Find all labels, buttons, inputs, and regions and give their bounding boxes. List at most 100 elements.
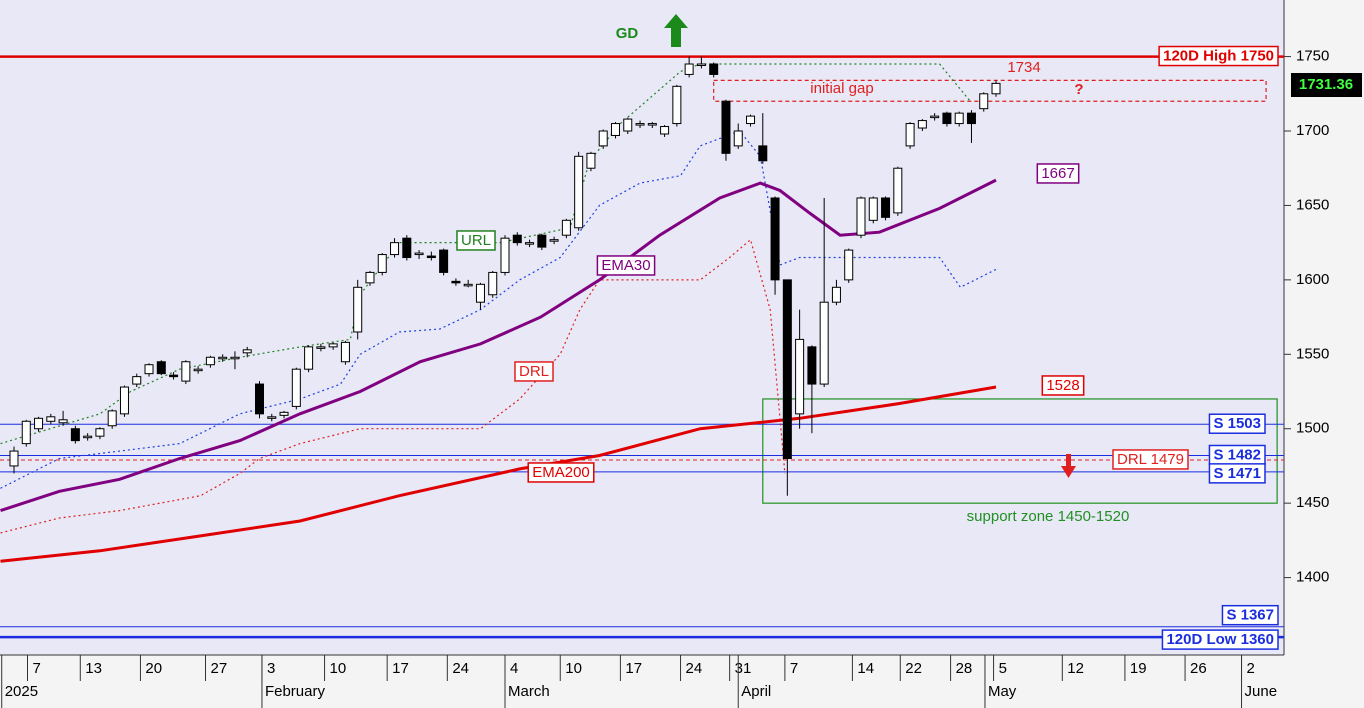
candle-body: [377, 254, 387, 273]
line-end-label-box: [1041, 375, 1085, 396]
candle-body: [696, 63, 706, 67]
candle-body: [402, 237, 412, 259]
candle-body: [966, 112, 976, 125]
candle-body: [831, 286, 841, 303]
high-mark: 1734: [1007, 59, 1040, 76]
candle-body: [660, 126, 670, 135]
down-arrow: [1061, 454, 1076, 478]
level-label: 120D High 1750: [1163, 48, 1274, 65]
level-label-box: [1161, 629, 1279, 650]
y-tick-label: 1400: [1296, 569, 1329, 586]
x-tick-label: 22: [905, 660, 922, 677]
month-label: February: [265, 683, 326, 700]
y-tick-label: 1700: [1296, 122, 1329, 139]
candle-body: [488, 271, 498, 296]
line-name-box: [527, 462, 595, 483]
y-tick-label: 1650: [1296, 196, 1329, 213]
candle-body: [255, 383, 265, 415]
line-end-label-box: [1036, 163, 1080, 184]
x-tick-label: 28: [956, 660, 973, 677]
level-label-box: [1221, 604, 1279, 626]
candle-body: [623, 118, 633, 132]
candle-body: [169, 374, 179, 378]
candle-body: [439, 249, 449, 273]
zone-box: [762, 398, 1278, 504]
candle-body: [525, 242, 535, 245]
line-name: EMA30: [601, 257, 650, 274]
y-tick-label: 1600: [1296, 271, 1329, 288]
y-tick-label: 1500: [1296, 420, 1329, 437]
candle-body: [119, 386, 129, 415]
x-tick-label: 5: [999, 660, 1007, 677]
candle-body: [709, 63, 719, 75]
candle-body: [365, 271, 375, 284]
y-tick-label: 1450: [1296, 494, 1329, 511]
indicator-line: [0, 178, 997, 513]
candle-body: [782, 279, 792, 460]
line-name-box: [456, 230, 496, 251]
candle-body: [304, 346, 314, 370]
x-tick-label: 7: [32, 660, 40, 677]
plot-content: [0, 55, 1284, 639]
x-tick-label: 26: [1190, 660, 1207, 677]
candle-body: [512, 234, 522, 244]
x-tick-label: 10: [330, 660, 347, 677]
x-tick-label: 17: [625, 660, 642, 677]
x-tick-label: 24: [686, 660, 703, 677]
line-name: EMA200: [532, 464, 590, 481]
line-end-label: 1667: [1041, 165, 1074, 182]
line-name-box: [514, 361, 554, 382]
month-label: 2025: [5, 683, 38, 700]
candle-body: [46, 416, 56, 422]
x-tick-label: 19: [1130, 660, 1147, 677]
candle-body: [954, 112, 964, 125]
candle-body: [340, 341, 350, 363]
level-label-box: [1208, 413, 1266, 434]
x-tick-label: 4: [510, 660, 518, 677]
candle-body: [795, 338, 805, 415]
candle-body: [144, 364, 154, 375]
month-label: May: [988, 683, 1017, 700]
candle-body: [770, 197, 780, 281]
signal-arrow: [664, 14, 688, 47]
candle-body: [930, 115, 940, 119]
candle-body: [218, 356, 228, 360]
x-tick-label: 2: [1247, 660, 1255, 677]
candle-body: [463, 283, 473, 287]
x-tick-label: 7: [790, 660, 798, 677]
month-label: April: [741, 683, 771, 700]
candle-body: [610, 123, 620, 136]
zone-box: [713, 79, 1267, 102]
candle-body: [475, 283, 485, 303]
candle-body: [561, 219, 571, 236]
price-box: [1291, 73, 1362, 97]
x-tick-label: 13: [85, 660, 102, 677]
line-end-label: 1528: [1046, 377, 1079, 394]
zone-label: support zone 1450-1520: [967, 508, 1130, 525]
candle-body: [414, 252, 424, 256]
level-label-box: [1158, 45, 1279, 67]
candle-body: [230, 356, 240, 360]
candle-body: [672, 85, 682, 125]
zone-label: initial gap: [810, 80, 873, 97]
y-tick-label: 1550: [1296, 345, 1329, 362]
x-tick-label: 14: [857, 660, 874, 677]
candle-body: [107, 410, 117, 427]
candle-body: [316, 346, 326, 349]
candle-body: [549, 239, 559, 242]
candle-body: [205, 356, 215, 366]
level-label-box: [1112, 449, 1189, 470]
candle-body: [746, 115, 756, 125]
candle-body: [905, 123, 915, 147]
candle-body: [721, 100, 731, 154]
candle-body: [598, 130, 608, 147]
candle-body: [34, 417, 44, 430]
current-price: 1731.36: [1299, 76, 1353, 93]
candle-body: [991, 82, 1001, 95]
candle-body: [733, 130, 743, 147]
x-tick-label: 24: [452, 660, 469, 677]
candle-body: [574, 155, 584, 229]
line-name-box: [596, 255, 656, 276]
